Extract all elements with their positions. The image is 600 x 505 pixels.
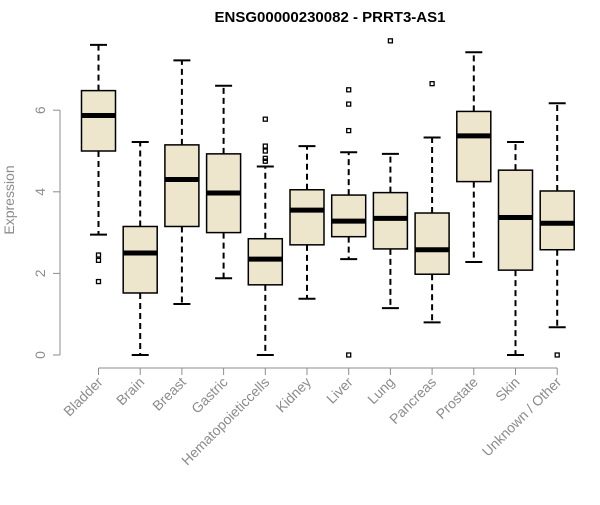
outlier-point xyxy=(262,158,268,164)
outlier-point xyxy=(346,352,352,358)
chart-title: ENSG00000230082 - PRRT3-AS1 xyxy=(215,9,446,26)
x-category-label: Breast xyxy=(149,374,189,414)
box-kidney xyxy=(289,189,325,246)
outlier-point xyxy=(95,278,102,285)
box-hematopoieticcells xyxy=(247,237,284,286)
x-category-label: Prostate xyxy=(433,374,481,422)
box-unknown-other xyxy=(539,190,575,251)
y-tick-label: 2 xyxy=(32,269,48,277)
y-tick-label: 4 xyxy=(32,188,48,196)
outlier-point xyxy=(554,352,560,358)
outlier-point xyxy=(346,127,352,134)
y-tick-label: 0 xyxy=(32,351,48,359)
box-prostate xyxy=(456,110,492,183)
x-category-label: Bladder xyxy=(60,374,106,420)
outlier-point xyxy=(262,155,268,161)
box-pancreas xyxy=(414,212,450,275)
box-brain xyxy=(122,225,158,294)
outlier-point xyxy=(262,116,268,122)
outlier-point xyxy=(346,87,352,93)
x-category-label: Unknown / Other xyxy=(479,374,565,460)
outlier-point xyxy=(346,101,352,107)
box-skin xyxy=(497,169,534,271)
outlier-point xyxy=(95,252,102,258)
box-bladder xyxy=(80,89,117,152)
box-breast xyxy=(164,144,200,228)
outlier-point xyxy=(429,81,435,87)
x-category-label: Skin xyxy=(492,374,523,405)
x-category-label: Liver xyxy=(323,374,356,407)
x-category-label: Brain xyxy=(113,374,147,408)
outlier-point xyxy=(262,143,268,149)
outlier-point xyxy=(387,38,394,44)
y-axis-label: Expression xyxy=(1,165,17,234)
y-tick-label: 6 xyxy=(32,106,48,114)
outlier-point xyxy=(262,148,268,154)
box-liver xyxy=(330,194,367,238)
x-category-label: Lung xyxy=(364,374,397,407)
x-category-label: Kidney xyxy=(273,374,315,416)
outlier-point xyxy=(95,257,102,263)
